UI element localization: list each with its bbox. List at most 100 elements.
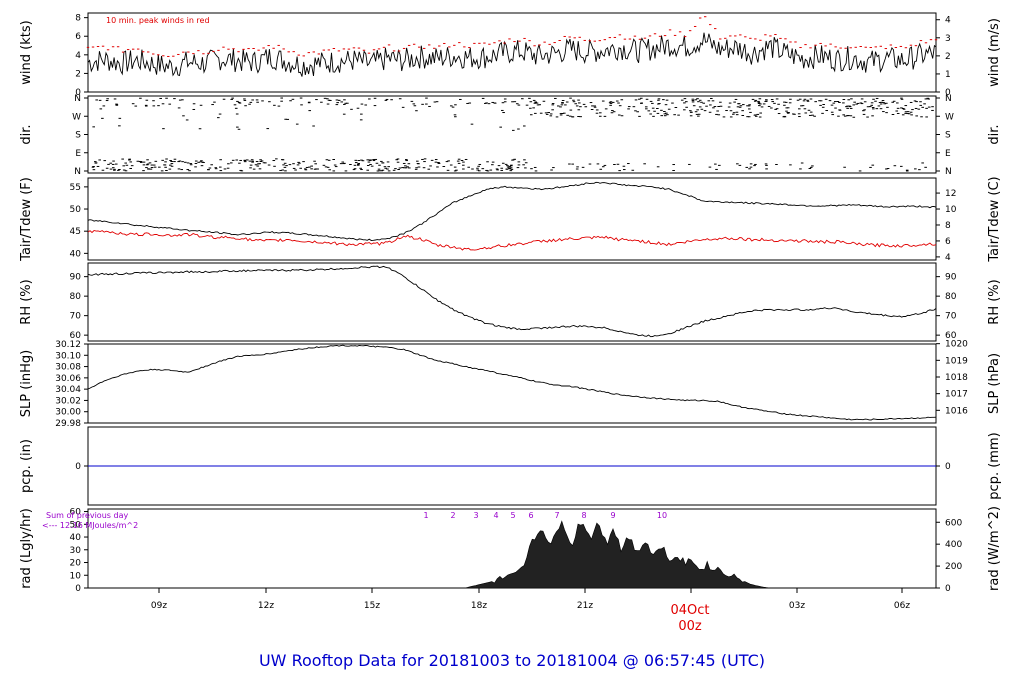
slp-ltick-label: 29.98 xyxy=(55,419,81,429)
temp-ltick-label: 45 xyxy=(70,227,81,237)
wind-rtick-label: 3 xyxy=(945,34,951,44)
rad-hour-marker: 1 xyxy=(423,511,428,520)
slp-ltick-label: 30.02 xyxy=(55,396,81,406)
rad-annotation-line1: Sum of previous day xyxy=(46,511,128,520)
rad-hour-marker: 10 xyxy=(657,511,667,520)
ylabel-left-temp: Tair/Tdew (F) xyxy=(19,177,34,262)
panel-frame-slp xyxy=(87,343,937,424)
rad-hour-marker: 7 xyxy=(554,511,559,520)
x-axis: 09z 12z 15z 18z 21z 03z 06z xyxy=(151,588,910,611)
x-tick-label: 06z xyxy=(894,601,910,611)
panel-frame-temp xyxy=(87,177,937,261)
ylabel-left-dir: dir. xyxy=(19,124,34,144)
temp-ltick-label: 50 xyxy=(70,205,82,215)
rad-ltick-label: 60 xyxy=(70,508,82,518)
wind-rtick-label: 1 xyxy=(945,70,951,80)
slp-ltick-label: 30.04 xyxy=(55,385,81,395)
rad-rtick-label: 0 xyxy=(945,584,951,594)
panel-frame-wind xyxy=(87,12,937,93)
rad-rtick-label: 600 xyxy=(945,518,962,528)
wind-ltick-label: 4 xyxy=(75,51,81,61)
rad-hour-marker: 6 xyxy=(528,511,533,520)
ylabel-left-rad: rad (Lgly/hr) xyxy=(19,508,34,589)
dir-rtick-label: S xyxy=(945,131,951,141)
x-tick-label: 18z xyxy=(471,601,487,611)
rh-rtick-label: 70 xyxy=(945,312,957,322)
rad-ltick-label: 30 xyxy=(70,546,82,556)
wind-rtick-label: 2 xyxy=(945,52,951,62)
tdew-line xyxy=(87,229,937,251)
ylabel-right-wind: wind (m/s) xyxy=(987,18,1002,87)
rh-ltick-label: 60 xyxy=(70,331,82,341)
slp-rtick-label: 1017 xyxy=(945,390,968,400)
x-tick-label: 12z xyxy=(258,601,274,611)
rad-ltick-label: 40 xyxy=(70,533,82,543)
rad-rtick-label: 200 xyxy=(945,562,962,572)
ylabel-right-rad: rad (W/m^2) xyxy=(987,506,1002,591)
rad-area xyxy=(88,520,936,589)
rh-ltick-label: 80 xyxy=(70,292,82,302)
temp-rtick-label: 10 xyxy=(945,205,957,215)
x-tick-label: 03z xyxy=(789,601,805,611)
panel-frame-dir xyxy=(87,95,937,174)
slp-ltick-label: 30.08 xyxy=(55,363,81,373)
x-tick-label: 21z xyxy=(577,601,593,611)
rad-rtick-label: 400 xyxy=(945,540,962,550)
slp-ltick-label: 30.12 xyxy=(55,340,81,350)
slp-rtick-label: 1018 xyxy=(945,373,968,383)
wind-speed-line xyxy=(87,32,937,77)
dir-ltick-label: S xyxy=(75,131,81,141)
pcp-rtick-label: 0 xyxy=(945,462,951,472)
x-tick-label: 09z xyxy=(151,601,167,611)
temp-rtick-label: 12 xyxy=(945,189,956,199)
wind-rtick-label: 0 xyxy=(945,88,951,98)
dir-ltick-label: W xyxy=(72,112,81,122)
rad-ltick-label: 50 xyxy=(70,520,82,530)
ylabel-right-dir: dir. xyxy=(987,124,1002,144)
ylabel-left-pcp: pcp. (in) xyxy=(19,439,34,493)
dir-rtick-label: W xyxy=(945,112,954,122)
rh-rtick-label: 90 xyxy=(945,273,957,283)
peak-winds-note: 10 min. peak winds in red xyxy=(106,16,210,25)
slp-rtick-label: 1016 xyxy=(945,406,968,416)
temp-ltick-label: 40 xyxy=(70,249,82,259)
ylabel-left-wind: wind (kts) xyxy=(19,20,34,84)
date-sub-label: 00z xyxy=(678,619,702,634)
temp-rtick-label: 8 xyxy=(945,221,951,231)
date-label: 04Oct xyxy=(670,603,709,618)
rad-hour-marker: 4 xyxy=(493,511,498,520)
ylabel-right-slp: SLP (hPa) xyxy=(987,353,1002,414)
rh-rtick-label: 60 xyxy=(945,331,957,341)
dir-rtick-label: E xyxy=(945,149,951,159)
slp-rtick-label: 1020 xyxy=(945,340,968,350)
dir-ltick-label: N xyxy=(74,167,81,177)
rad-hour-marker: 9 xyxy=(610,511,615,520)
slp-ltick-label: 30.10 xyxy=(55,351,81,361)
panel-frame-rh xyxy=(87,262,937,342)
dir-rtick-label: N xyxy=(945,94,952,104)
ylabel-left-rh: RH (%) xyxy=(19,279,34,324)
wind-ltick-label: 6 xyxy=(75,32,81,42)
rh-line xyxy=(87,265,937,338)
wind-ltick-label: 0 xyxy=(75,88,81,98)
dir-rtick-label: N xyxy=(945,167,952,177)
wind-rtick-label: 4 xyxy=(945,16,951,26)
temp-rtick-label: 4 xyxy=(945,253,951,263)
slp-line xyxy=(87,344,937,421)
dir-ltick-label: N xyxy=(74,94,81,104)
slp-rtick-label: 1019 xyxy=(945,356,968,366)
x-tick-label: 15z xyxy=(364,601,380,611)
footer-title: UW Rooftop Data for 20181003 to 20181004… xyxy=(259,651,765,670)
dir-ltick-label: E xyxy=(75,149,81,159)
rad-ltick-label: 0 xyxy=(75,584,81,594)
ylabel-right-temp: Tair/Tdew (C) xyxy=(987,176,1002,262)
ylabel-left-slp: SLP (inHg) xyxy=(19,350,34,418)
temp-ltick-label: 55 xyxy=(70,183,81,193)
tair-line xyxy=(87,181,937,241)
wind-ltick-label: 8 xyxy=(75,14,81,24)
rad-ltick-label: 10 xyxy=(70,571,82,581)
rad-hour-marker: 3 xyxy=(473,511,478,520)
rad-annotation-line2: <--- 12.16 MJoules/m^2 xyxy=(42,521,138,530)
